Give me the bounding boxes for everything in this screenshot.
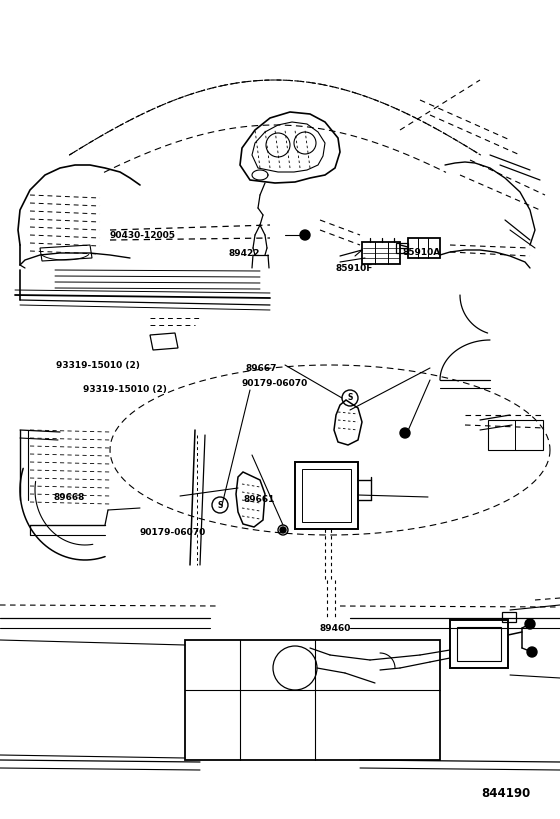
Text: 89460: 89460 <box>319 625 351 633</box>
Text: 85910A: 85910A <box>402 248 440 256</box>
Text: 90179-06070: 90179-06070 <box>140 528 206 536</box>
Circle shape <box>527 647 537 657</box>
Bar <box>457 627 501 661</box>
Text: 85910F: 85910F <box>336 265 374 273</box>
Text: 93319-15010 (2): 93319-15010 (2) <box>83 386 167 394</box>
Bar <box>396 243 408 253</box>
Text: S: S <box>347 393 353 402</box>
Text: 89661: 89661 <box>244 495 275 504</box>
Bar <box>408 238 440 258</box>
Bar <box>302 469 351 522</box>
Text: S: S <box>217 500 223 509</box>
Bar <box>185 640 440 760</box>
Circle shape <box>525 619 535 629</box>
Circle shape <box>400 428 410 438</box>
Text: 93319-15010 (2): 93319-15010 (2) <box>56 361 140 369</box>
Bar <box>488 420 543 450</box>
Bar <box>502 612 516 622</box>
Text: 90430-12005: 90430-12005 <box>109 231 175 239</box>
Text: 90179-06070: 90179-06070 <box>242 379 308 387</box>
Text: 844190: 844190 <box>480 787 530 800</box>
Circle shape <box>280 527 286 533</box>
Bar <box>295 462 358 529</box>
Text: 89422: 89422 <box>228 250 260 258</box>
Text: 89668: 89668 <box>53 493 85 501</box>
Circle shape <box>300 230 310 240</box>
Text: 89667: 89667 <box>245 364 277 373</box>
Bar <box>362 242 400 264</box>
Bar <box>450 620 508 668</box>
